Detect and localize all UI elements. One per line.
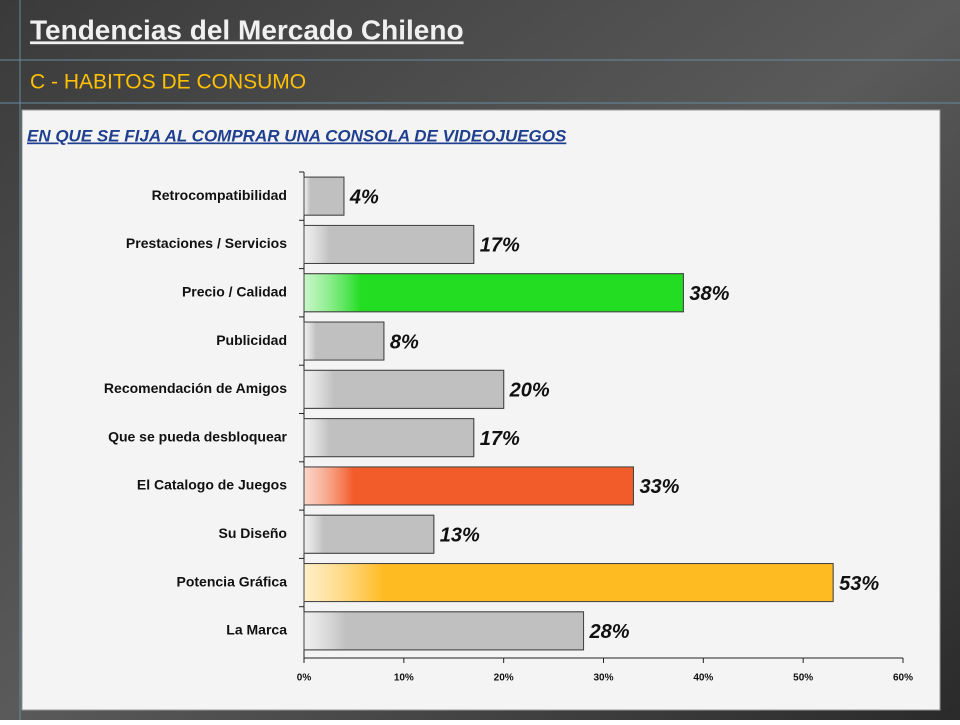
bar-shade [303,418,475,458]
bar-shade [303,369,505,409]
value-label: 4% [349,186,379,208]
value-label: 38% [689,283,729,305]
bar-shade [303,321,385,361]
chart-title: EN QUE SE FIJA AL COMPRAR UNA CONSOLA DE… [27,126,567,145]
bar-shade [303,176,345,216]
value-label: 53% [839,573,879,595]
value-label: 33% [639,476,679,498]
category-label: Precio / Calidad [182,283,287,299]
value-label: 17% [480,428,520,450]
value-label: 8% [390,331,419,353]
x-tick-label: 0% [297,673,312,684]
category-label: Que se pueda desbloquear [108,428,287,444]
category-label: Retrocompatibilidad [152,187,287,203]
x-tick-label: 40% [693,673,713,684]
slide-subtitle: C - HABITOS DE CONSUMO [30,71,306,94]
x-tick-label: 30% [593,673,613,684]
bar-shade [303,611,585,651]
x-tick-label: 10% [394,673,414,684]
category-label: Publicidad [216,332,287,348]
value-label: 13% [440,525,480,547]
category-label: La Marca [226,622,287,638]
bar-shade [303,273,684,313]
category-label: Potencia Gráfica [177,573,288,589]
x-tick-label: 20% [494,673,514,684]
value-label: 28% [589,621,630,643]
chart-panel [21,109,941,711]
x-tick-label: 50% [793,673,813,684]
category-label: El Catalogo de Juegos [137,477,287,493]
bar-shade [303,466,634,506]
x-tick-label: 60% [893,673,913,684]
bar-shade [303,224,475,264]
value-label: 20% [509,380,550,402]
bar-shade [303,563,834,603]
slide-title: Tendencias del Mercado Chileno [30,14,464,45]
bar-shade [303,514,435,554]
category-label: Prestaciones / Servicios [126,235,287,251]
category-label: Su Diseño [219,525,287,541]
value-label: 17% [480,235,520,257]
category-label: Recomendación de Amigos [104,380,287,396]
